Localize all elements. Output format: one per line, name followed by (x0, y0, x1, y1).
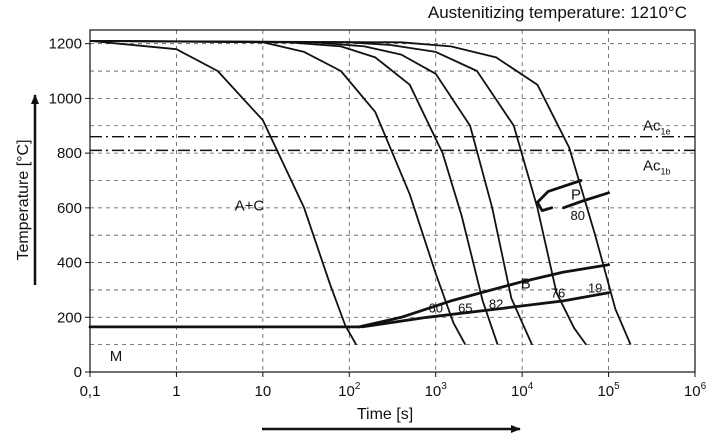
annotation-p: P (571, 187, 581, 204)
chart-title: Austenitizing temperature: 1210°C (428, 3, 687, 22)
cooling-curve-2 (89, 40, 467, 346)
pearlite-finish-line (562, 191, 610, 210)
transformation-lines (88, 179, 610, 329)
y-axis-title: Temperature [°C] (15, 139, 32, 260)
cooling-curve-5 (89, 40, 587, 346)
x-tick-label: 104 (511, 381, 534, 400)
y-tick-label: 1000 (49, 90, 82, 107)
reference-label-ac1b: Ac1b (643, 157, 671, 176)
plot-frame (89, 29, 696, 373)
annotations: Ac1e Ac1b A+C B P M 60 65 82 76 19 80 (110, 118, 671, 365)
annotation-aplusc: A+C (235, 198, 265, 215)
pearlite-nose-line (536, 179, 583, 212)
axis-ticks: 0,1 1 10 102 103 104 105 106 0 200 400 600 800 1000 12… (49, 36, 707, 400)
cooling-curve-6 (89, 40, 632, 345)
cooling-curves (89, 40, 632, 346)
x-tick-label: 1 (172, 383, 180, 400)
y-tick-label: 400 (57, 255, 82, 272)
reference-lines (90, 136, 695, 152)
x-tick-label: 103 (425, 381, 448, 400)
x-tick-label: 102 (338, 381, 361, 400)
x-axis-title: Time [s] (357, 406, 413, 423)
y-tick-label: 200 (57, 309, 82, 326)
annotation-65: 65 (458, 300, 472, 315)
annotation-76: 76 (551, 286, 565, 301)
x-tick-label: 106 (684, 381, 707, 400)
annotation-60: 60 (428, 300, 442, 315)
annotation-19: 19 (588, 281, 602, 296)
annotation-m: M (110, 348, 123, 365)
bainite-start-line (357, 263, 610, 329)
reference-label-ac1e: Ac1e (643, 118, 671, 137)
cooling-curve-4 (89, 40, 533, 345)
annotation-b: B (521, 276, 531, 293)
y-tick-label: 0 (74, 364, 82, 381)
x-tick-label: 105 (597, 381, 620, 400)
x-tick-label: 10 (255, 383, 272, 400)
y-tick-label: 800 (57, 145, 82, 162)
cooling-curve-3 (89, 40, 499, 345)
y-tick-label: 600 (57, 200, 82, 217)
y-tick-label: 1200 (49, 36, 82, 53)
cooling-curve-1 (89, 40, 357, 346)
x-tick-label: 0,1 (80, 383, 101, 400)
grid (90, 30, 695, 372)
bainite-finish-line (360, 291, 610, 329)
annotation-82: 82 (489, 297, 503, 312)
annotation-80: 80 (571, 208, 585, 223)
